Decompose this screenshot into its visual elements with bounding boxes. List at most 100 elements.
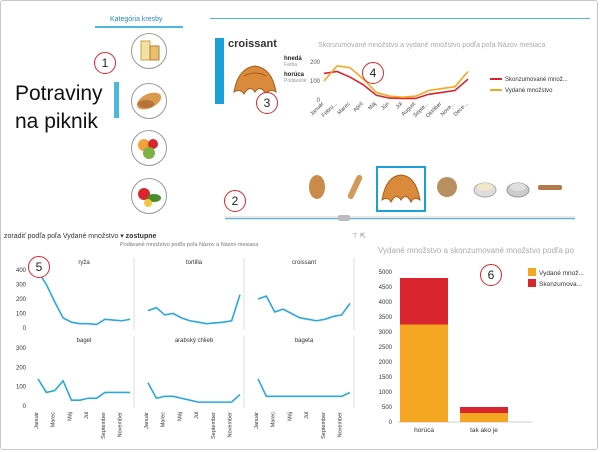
bar-issued	[460, 413, 508, 422]
top-rule	[210, 18, 590, 19]
title-accent-bar	[114, 82, 119, 118]
callout-5: 5	[28, 256, 50, 278]
category-fruit-icon[interactable]	[131, 130, 167, 166]
sm-panel-title: tortilla	[186, 260, 203, 266]
sort-order[interactable]: zostupne	[125, 233, 157, 240]
scrollbar-thumb[interactable]	[338, 215, 350, 221]
sm-ytick-label: 200	[16, 297, 27, 303]
sm-panel-title: croissant	[292, 260, 316, 266]
callout-4: 4	[362, 62, 384, 84]
bar-ytick-label: 4000	[379, 300, 393, 306]
sm-ytick-label: 200	[16, 365, 27, 371]
sm-xtick-label: September	[211, 412, 217, 439]
sm-series-line	[257, 378, 351, 398]
top-line-chart-title: Skonzumované množstvo a vydané množstvo …	[318, 42, 546, 49]
series-consumed-line	[323, 70, 469, 100]
sm-xtick-label: November	[338, 412, 344, 438]
small-multiples-chart: 400 300 200 100 0 ryža tortilla croissant 300 200…	[16, 258, 355, 439]
card-prop-served: horúca Podávané	[284, 72, 307, 84]
page-title-line1: Potraviny	[15, 82, 103, 105]
card-title: croissant	[228, 38, 277, 50]
sm-panel-title: ryža	[78, 260, 90, 266]
bar-consumed	[460, 407, 508, 413]
top-xtick-label: Marec	[337, 101, 352, 116]
bar-ytick-label: 2500	[379, 345, 393, 351]
sm-xtick-label: Január	[144, 412, 150, 429]
strip-rule	[225, 218, 575, 219]
sort-control[interactable]: zoradiť podľa poľa Vydané množstvo ▾ zos…	[4, 232, 156, 240]
category-bread-icon[interactable]	[131, 83, 167, 119]
bar-ytick-label: 500	[382, 405, 393, 411]
bar-category-label: tak ako je	[470, 427, 498, 434]
thumb-flatbread-icon[interactable]	[535, 172, 565, 202]
sm-ytick-label: 400	[16, 268, 27, 274]
top-ytick-label: 200	[310, 60, 321, 66]
callout-3: 3	[256, 92, 278, 114]
callout-1: 1	[94, 52, 116, 74]
legend-issued-label: Vydané množstvo	[505, 88, 553, 94]
sm-series-line	[37, 378, 130, 401]
bar-ytick-label: 2000	[379, 360, 393, 366]
bar-ytick-label: 3000	[379, 330, 393, 336]
sm-xtick-label: September	[101, 412, 107, 439]
sm-xtick-label: November	[228, 412, 234, 438]
bar-issued	[400, 324, 448, 422]
sm-ytick-label: 300	[16, 283, 27, 289]
page-title: Potraviny na piknik	[15, 80, 103, 136]
sm-xtick-label: Marec	[51, 412, 57, 428]
thumb-bowl-icon[interactable]	[503, 172, 533, 202]
category-underline	[95, 26, 183, 28]
sm-xtick-label: Marec	[271, 412, 277, 428]
thumb-baguette-icon[interactable]	[340, 172, 370, 202]
sm-xtick-label: September	[321, 412, 327, 439]
sm-ytick-label: 0	[23, 326, 27, 332]
category-drinks-icon[interactable]	[131, 33, 167, 69]
sm-xtick-label: Január	[34, 412, 40, 429]
sm-xtick-label: Máj	[177, 412, 183, 421]
sm-panel-title: arabský chlieb	[175, 338, 214, 344]
sm-xtick-label: Máj	[67, 412, 73, 421]
chevron-down-icon[interactable]: ▾	[120, 233, 126, 240]
sm-series-line	[147, 382, 241, 403]
thumb-bread-icon[interactable]	[302, 172, 332, 202]
bar-category-label: horúca	[414, 427, 434, 434]
bar-ytick-label: 5000	[379, 270, 393, 276]
sm-panel-title: bagel	[77, 338, 92, 344]
bar-ytick-label: 0	[389, 420, 393, 426]
sm-ytick-label: 0	[23, 404, 27, 410]
card-prop-color: hnedá Farba	[284, 56, 302, 68]
bar-chart: 5000450040003500300025002000150010005000…	[379, 268, 584, 434]
bar-legend-swatch	[528, 279, 536, 287]
category-vegetables-icon[interactable]	[131, 178, 167, 214]
top-ytick-label: 100	[310, 79, 321, 85]
thumb-cookie-icon[interactable]	[432, 172, 462, 202]
top-ytick-label: 0	[317, 98, 321, 104]
sm-series-line	[147, 294, 241, 325]
sort-field[interactable]: zoradiť podľa poľa Vydané množstvo	[4, 233, 119, 240]
sm-ytick-label: 300	[16, 346, 27, 352]
sm-xtick-label: Júl	[304, 412, 310, 419]
thumb-croissant-selected[interactable]	[376, 166, 426, 212]
thumb-rice-icon[interactable]	[470, 172, 500, 202]
sm-xtick-label: Marec	[161, 412, 167, 428]
top-xtick-label: Máj	[367, 101, 378, 112]
top-xtick-label: Júl	[395, 101, 404, 110]
sm-xtick-label: Január	[254, 412, 260, 429]
small-multiples-title: Podávané množstvo podľa poľa Názov a Náz…	[120, 242, 259, 248]
bar-consumed	[400, 278, 448, 325]
sm-series-line	[257, 295, 351, 322]
sm-xtick-label: Júl	[84, 412, 90, 419]
bar-ytick-label: 4500	[379, 285, 393, 291]
legend-consumed-label: Skonzumované množ...	[505, 77, 568, 83]
sm-ytick-label: 100	[16, 312, 27, 318]
bar-legend-label: Vydané množ...	[539, 270, 584, 277]
bar-legend-swatch	[528, 268, 536, 276]
series-issued-line	[323, 64, 469, 98]
sm-ytick-label: 100	[16, 385, 27, 391]
filter-icon[interactable]: ⊤ ⇱	[352, 233, 366, 240]
top-xtick-label: Jún	[380, 101, 391, 112]
sm-xtick-label: Júl	[194, 412, 200, 419]
callout-6: 6	[480, 264, 502, 286]
